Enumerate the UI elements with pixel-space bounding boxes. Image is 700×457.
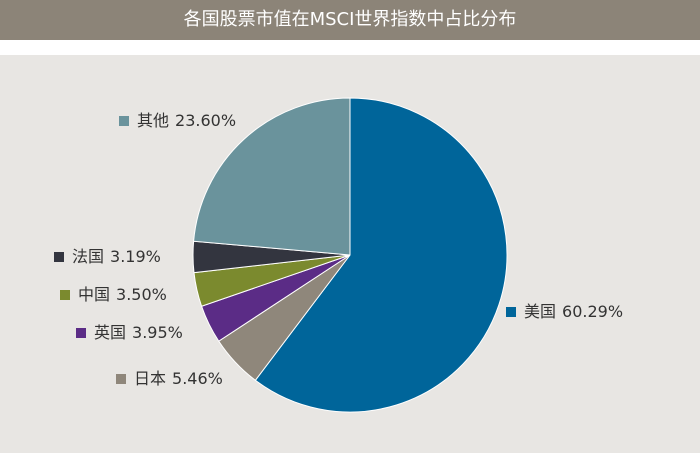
legend-marker — [54, 252, 64, 262]
legend-marker — [76, 328, 86, 338]
slice-label: 英国 3.95% — [94, 323, 183, 342]
slice-label: 其他 23.60% — [137, 111, 236, 130]
legend-marker — [506, 307, 516, 317]
legend-marker — [60, 290, 70, 300]
slice-label: 日本 5.46% — [134, 369, 223, 388]
category-label: 日本 — [134, 369, 166, 388]
category-label: 其他 — [137, 111, 169, 130]
chart-title: 各国股票市值在MSCI世界指数中占比分布 — [184, 9, 517, 30]
category-label: 中国 — [78, 285, 110, 304]
value-label: 23.60% — [175, 111, 236, 130]
category-label: 法国 — [72, 247, 104, 266]
value-label: 5.46% — [172, 369, 223, 388]
pie-slice — [193, 97, 351, 256]
category-label: 美国 — [524, 302, 556, 321]
value-label: 3.50% — [116, 285, 167, 304]
pie-slice — [254, 97, 508, 413]
category-label: 英国 — [94, 323, 126, 342]
slice-label: 美国 60.29% — [524, 302, 623, 321]
value-label: 60.29% — [562, 302, 623, 321]
title-bar — [0, 0, 700, 40]
legend-marker — [116, 374, 126, 384]
slice-label: 中国 3.50% — [78, 285, 167, 304]
value-label: 3.95% — [132, 323, 183, 342]
slice-label: 法国 3.19% — [72, 247, 161, 266]
legend-marker — [119, 116, 129, 126]
value-label: 3.19% — [110, 247, 161, 266]
